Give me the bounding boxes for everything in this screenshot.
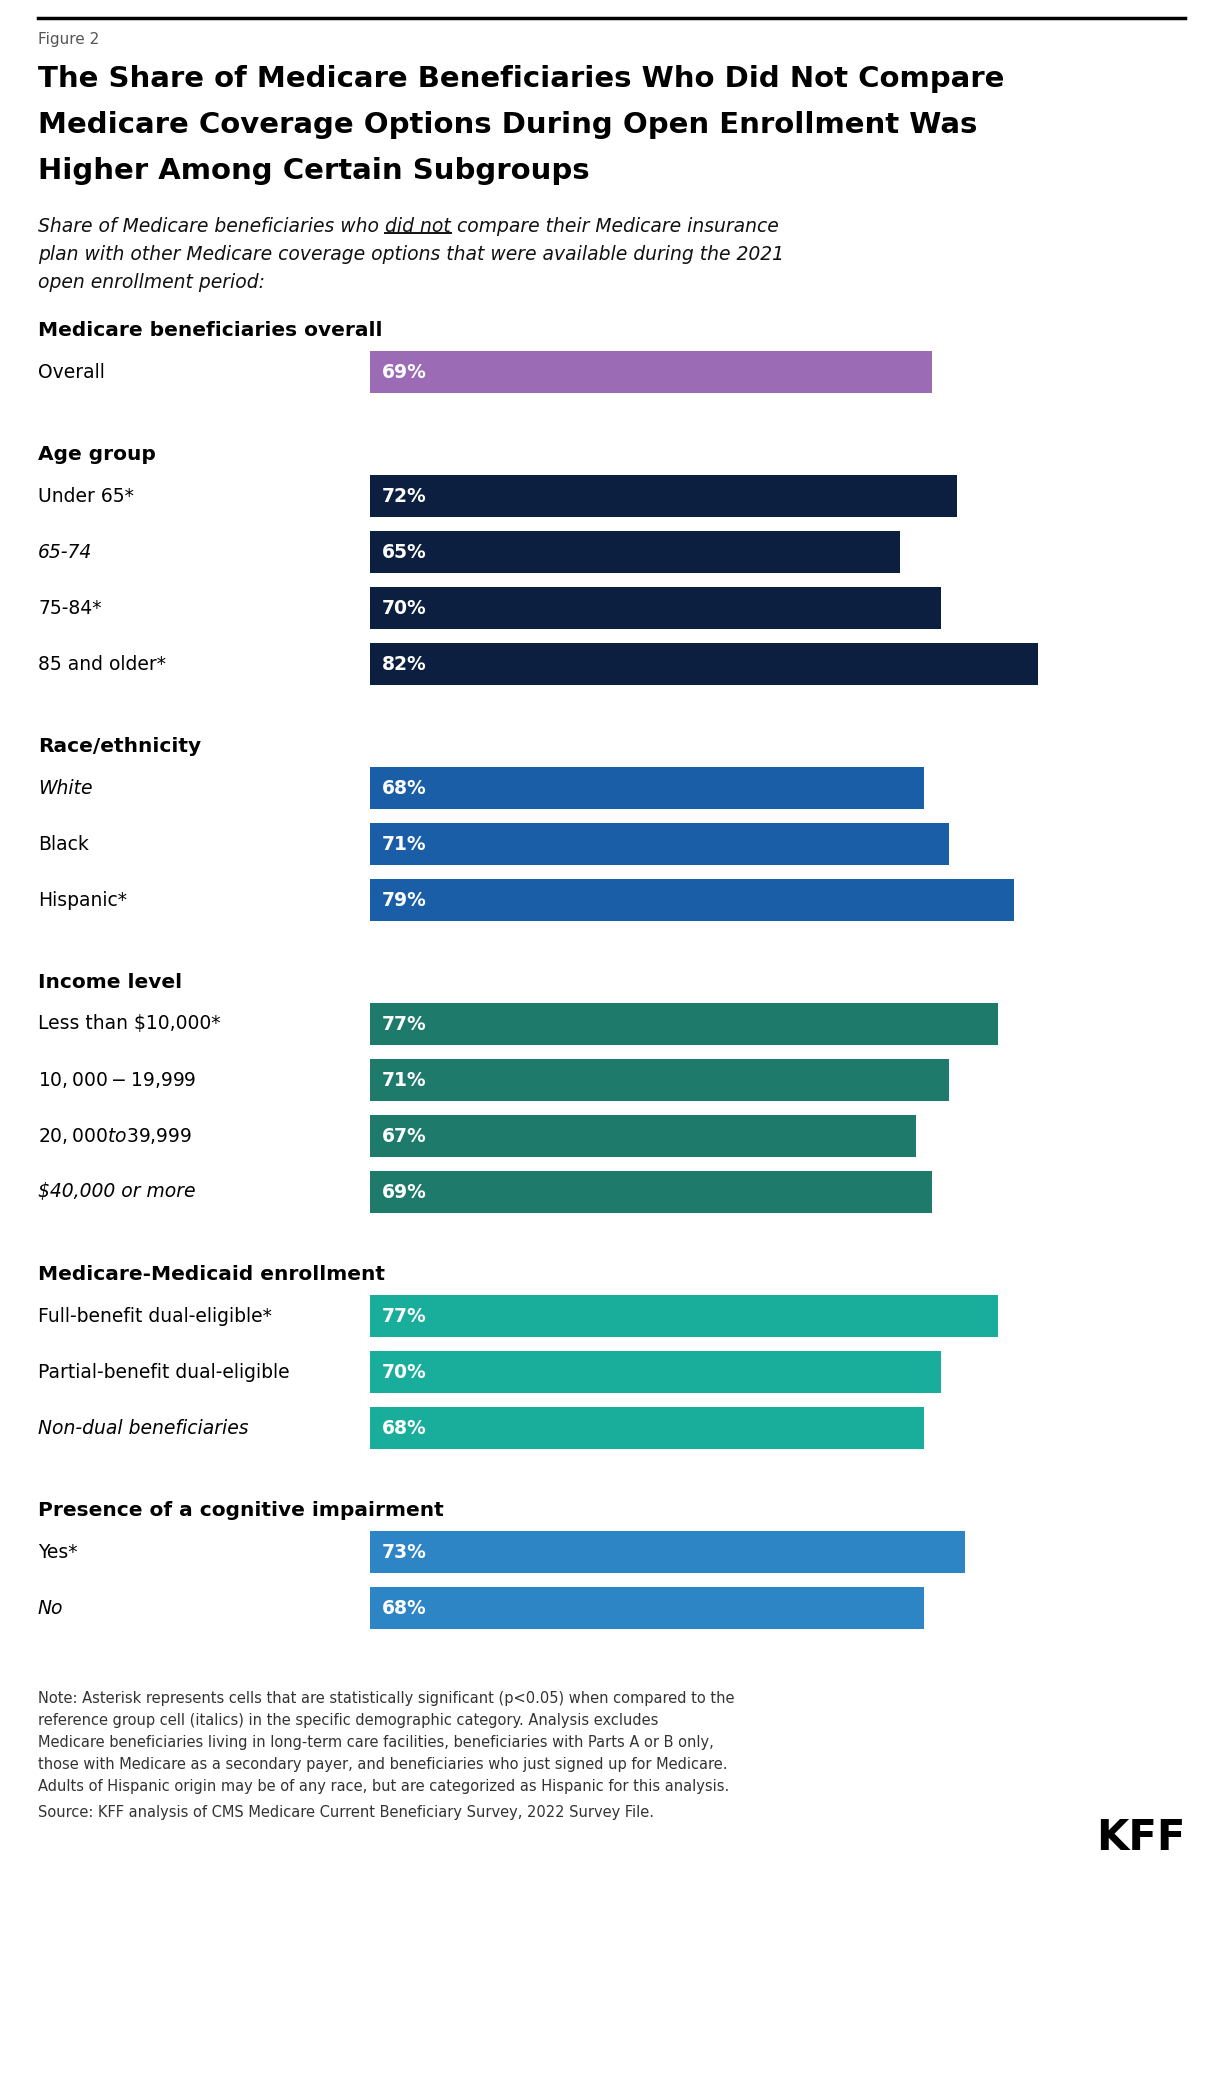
Text: Partial-benefit dual-eligible: Partial-benefit dual-eligible — [38, 1363, 289, 1382]
Text: Medicare-Medicaid enrollment: Medicare-Medicaid enrollment — [38, 1266, 386, 1284]
Bar — [370, 1588, 925, 1629]
Text: KFF: KFF — [1096, 1816, 1185, 1860]
Text: reference group cell (italics) in the specific demographic category. Analysis ex: reference group cell (italics) in the sp… — [38, 1712, 659, 1729]
Text: 85 and older*: 85 and older* — [38, 655, 166, 673]
Text: Overall: Overall — [38, 362, 105, 382]
Text: Medicare beneficiaries overall: Medicare beneficiaries overall — [38, 320, 383, 341]
Text: 69%: 69% — [382, 1182, 427, 1201]
Text: 73%: 73% — [382, 1542, 427, 1561]
Text: 68%: 68% — [382, 779, 427, 798]
Bar — [370, 1531, 965, 1573]
Text: Full-benefit dual-eligible*: Full-benefit dual-eligible* — [38, 1307, 272, 1326]
Text: Age group: Age group — [38, 445, 156, 463]
Bar — [370, 879, 1014, 921]
Text: Hispanic*: Hispanic* — [38, 891, 127, 910]
Text: 75-84*: 75-84* — [38, 598, 101, 617]
Text: Presence of a cognitive impairment: Presence of a cognitive impairment — [38, 1500, 444, 1519]
Bar — [370, 476, 956, 517]
Bar — [370, 1004, 998, 1045]
Text: Black: Black — [38, 835, 89, 854]
Text: Race/ethnicity: Race/ethnicity — [38, 738, 201, 756]
Text: Under 65*: Under 65* — [38, 486, 134, 505]
Bar — [370, 1351, 941, 1392]
Text: 68%: 68% — [382, 1598, 427, 1617]
Text: $40,000 or more: $40,000 or more — [38, 1182, 195, 1201]
Text: Medicare beneficiaries living in long-term care facilities, beneficiaries with P: Medicare beneficiaries living in long-te… — [38, 1735, 714, 1750]
Bar — [370, 642, 1038, 686]
Text: Higher Among Certain Subgroups: Higher Among Certain Subgroups — [38, 158, 589, 185]
Text: those with Medicare as a secondary payer, and beneficiaries who just signed up f: those with Medicare as a secondary payer… — [38, 1758, 727, 1773]
Text: Income level: Income level — [38, 973, 182, 991]
Bar — [370, 1172, 932, 1214]
Text: 77%: 77% — [382, 1014, 427, 1033]
Bar — [370, 1116, 916, 1157]
Text: Medicare Coverage Options During Open Enrollment Was: Medicare Coverage Options During Open En… — [38, 110, 977, 139]
Bar — [370, 1295, 998, 1336]
Text: compare their Medicare insurance: compare their Medicare insurance — [450, 216, 778, 237]
Text: Adults of Hispanic origin may be of any race, but are categorized as Hispanic fo: Adults of Hispanic origin may be of any … — [38, 1779, 730, 1793]
Bar — [370, 1060, 949, 1101]
Text: 82%: 82% — [382, 655, 427, 673]
Text: Source: KFF analysis of CMS Medicare Current Beneficiary Survey, 2022 Survey Fil: Source: KFF analysis of CMS Medicare Cur… — [38, 1806, 654, 1820]
Bar — [370, 767, 925, 808]
Text: plan with other Medicare coverage options that were available during the 2021: plan with other Medicare coverage option… — [38, 245, 784, 264]
Text: Note: Asterisk represents cells that are statistically significant (p<0.05) when: Note: Asterisk represents cells that are… — [38, 1691, 734, 1706]
Text: 72%: 72% — [382, 486, 427, 505]
Text: 70%: 70% — [382, 598, 427, 617]
Text: did not: did not — [386, 216, 450, 237]
Text: Figure 2: Figure 2 — [38, 31, 99, 48]
Text: open enrollment period:: open enrollment period: — [38, 272, 265, 293]
Text: 79%: 79% — [382, 891, 427, 910]
Text: 67%: 67% — [382, 1126, 427, 1145]
Text: White: White — [38, 779, 93, 798]
Text: 69%: 69% — [382, 362, 427, 382]
Text: 71%: 71% — [382, 835, 427, 854]
Bar — [370, 1407, 925, 1448]
Text: 71%: 71% — [382, 1070, 427, 1089]
Text: Yes*: Yes* — [38, 1542, 78, 1561]
Text: 77%: 77% — [382, 1307, 427, 1326]
Text: $10,000-$19,999: $10,000-$19,999 — [38, 1070, 196, 1091]
Text: No: No — [38, 1598, 63, 1617]
Bar — [370, 586, 941, 630]
Text: Non-dual beneficiaries: Non-dual beneficiaries — [38, 1419, 249, 1438]
Bar — [370, 351, 932, 393]
Text: Share of Medicare beneficiaries who: Share of Medicare beneficiaries who — [38, 216, 386, 237]
Text: The Share of Medicare Beneficiaries Who Did Not Compare: The Share of Medicare Beneficiaries Who … — [38, 64, 1004, 94]
Text: 68%: 68% — [382, 1419, 427, 1438]
Bar — [370, 532, 900, 574]
Text: $20,000 to $39,999: $20,000 to $39,999 — [38, 1126, 193, 1145]
Bar — [370, 823, 949, 864]
Text: 65-74: 65-74 — [38, 542, 93, 561]
Text: 65%: 65% — [382, 542, 427, 561]
Text: 70%: 70% — [382, 1363, 427, 1382]
Text: Less than $10,000*: Less than $10,000* — [38, 1014, 221, 1033]
